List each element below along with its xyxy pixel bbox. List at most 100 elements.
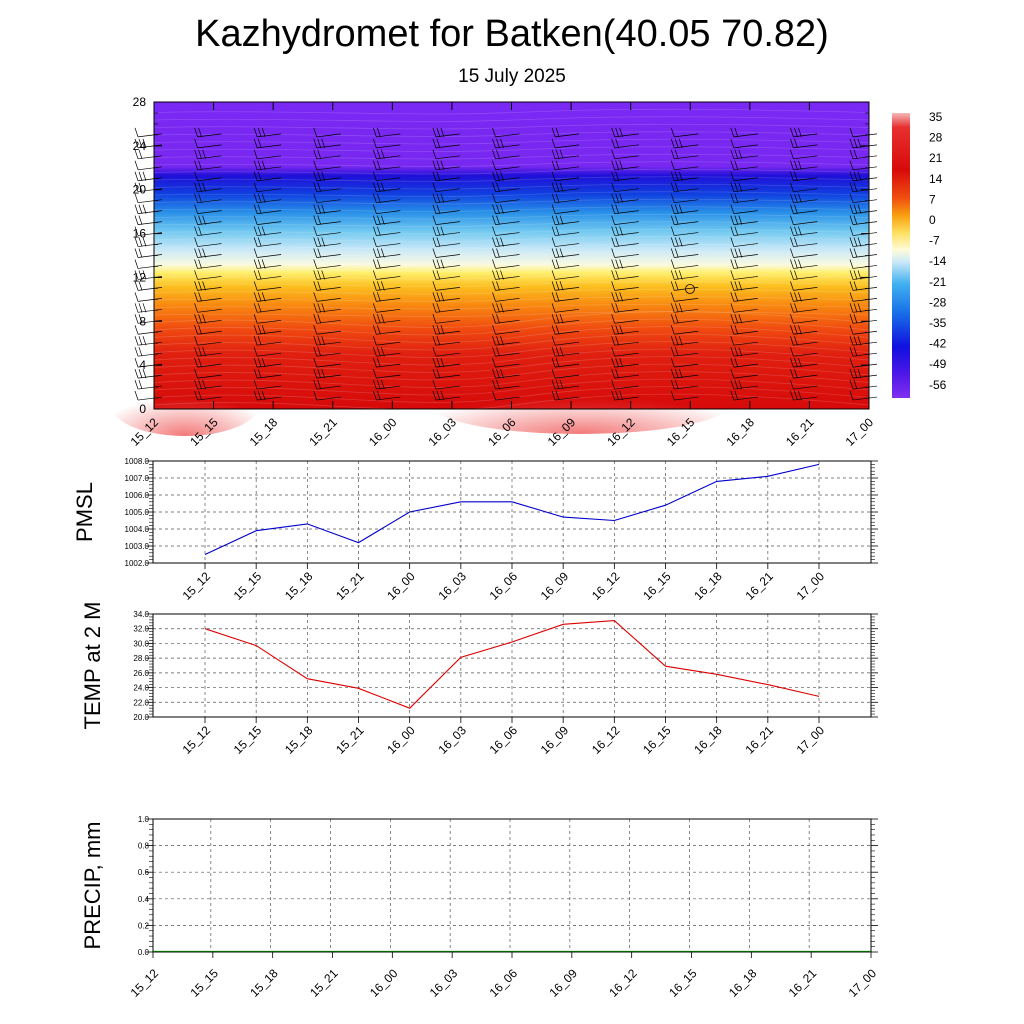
wind-barb-flag <box>432 336 437 346</box>
wind-barb-flag <box>432 138 437 148</box>
wind-barb-shaft <box>495 396 520 401</box>
x-tick-label: 16_21 <box>742 723 776 757</box>
wind-barb-flag <box>853 237 858 247</box>
wind-barb-flag <box>853 149 858 159</box>
wind-barb-flag <box>849 270 854 280</box>
wind-barb-flag <box>373 336 377 346</box>
wind-barb-flag <box>674 149 679 159</box>
wind-barb <box>849 127 878 138</box>
wind-barb <box>134 149 163 160</box>
wind-barb-shaft <box>197 210 222 214</box>
wind-barb-flag <box>551 292 556 302</box>
wind-barb <box>253 325 282 335</box>
wind-barb <box>730 237 758 247</box>
y-tick-label: 32.0 <box>133 625 149 634</box>
wind-barb-flag <box>615 237 619 247</box>
wind-barb <box>790 358 818 368</box>
colorbar-label: -42 <box>929 337 947 351</box>
wind-barb-shaft <box>614 254 639 258</box>
wind-barb <box>670 390 699 401</box>
y-axis-label: PRECIP, mm <box>80 822 105 950</box>
wind-barb <box>551 182 580 193</box>
wind-barb-flag <box>261 193 266 203</box>
wind-barb-flag <box>496 281 500 291</box>
wind-barb-flag <box>253 281 258 291</box>
x-tick-label: 15_12 <box>128 966 162 1000</box>
wind-barb-shaft <box>257 385 282 390</box>
wind-barb-flag <box>853 204 858 214</box>
isotherm-line <box>153 296 870 302</box>
wind-barb-flag <box>849 215 854 225</box>
wind-barb-flag <box>670 270 675 280</box>
wind-barb-flag <box>257 358 262 368</box>
wind-barb <box>551 303 580 313</box>
wind-barb-flag <box>738 248 743 258</box>
wind-barb-flag <box>794 226 798 236</box>
y-tick-label: 34.0 <box>133 610 149 619</box>
wind-barb <box>432 215 460 225</box>
wind-barb-flag <box>551 281 556 291</box>
wind-barb-flag <box>798 127 802 138</box>
wind-barb-flag <box>678 303 683 313</box>
wind-barb-flag <box>857 270 862 280</box>
wind-barb-shaft <box>316 199 341 204</box>
wind-barb <box>492 390 520 401</box>
wind-barb <box>194 270 222 280</box>
wind-barb-flag <box>670 248 675 258</box>
wind-barb-flag <box>313 281 318 291</box>
wind-barb-flag <box>313 336 318 346</box>
x-tick-label: 16_09 <box>538 569 572 603</box>
wind-barb <box>313 127 341 138</box>
wind-barb-flag <box>313 226 318 236</box>
wind-barb <box>373 292 401 302</box>
colorbar-label: 7 <box>929 192 936 206</box>
wind-barb <box>194 336 222 346</box>
isotherm-line <box>153 176 870 182</box>
wind-barb-flag <box>313 171 318 181</box>
wind-barb-flag <box>373 347 377 357</box>
wind-barb <box>373 149 401 160</box>
wind-barb <box>670 248 699 258</box>
wind-barb-flag <box>674 270 679 280</box>
wind-barb-flag <box>373 259 377 269</box>
wind-barb-shaft <box>793 188 818 193</box>
wind-barb-shaft <box>197 243 222 247</box>
wind-barb-flag <box>313 127 318 138</box>
wind-barb-flag <box>321 303 326 313</box>
series-line <box>204 620 820 709</box>
wind-barb <box>253 171 282 182</box>
wind-barb-flag <box>849 237 854 247</box>
wind-barb <box>313 347 341 357</box>
isotherm-line <box>153 108 870 115</box>
wind-barb-flag <box>734 193 739 203</box>
wind-barb-flag <box>432 270 437 280</box>
wind-barb-flag <box>198 193 202 203</box>
wind-barb <box>849 204 878 214</box>
x-tick-label: 15_18 <box>282 569 316 603</box>
wind-barb <box>432 160 460 171</box>
wind-barb <box>730 138 758 149</box>
wind-barb <box>492 160 520 171</box>
wind-barb-flag <box>138 237 143 247</box>
wind-barb-flag <box>432 259 437 269</box>
wind-barb-shaft <box>733 374 758 379</box>
wind-barb <box>611 204 639 214</box>
wind-barb <box>194 149 222 160</box>
wind-barb-shaft <box>793 254 818 258</box>
wind-barb-flag <box>551 325 556 335</box>
wind-barb <box>790 281 818 291</box>
wind-barb-flag <box>440 358 445 368</box>
wind-barb-flag <box>730 325 735 335</box>
wind-barb-flag <box>198 127 202 138</box>
wind-barb-flag <box>257 171 262 181</box>
wind-barb <box>611 160 639 171</box>
wind-barb-flag <box>198 358 202 368</box>
wind-barb-flag <box>619 127 623 138</box>
wind-barb-flag <box>849 368 854 379</box>
wind-barb-flag <box>555 248 560 258</box>
wind-barb-shaft <box>733 308 758 313</box>
wind-barb-shaft <box>555 177 580 182</box>
wind-barb <box>373 237 401 247</box>
wind-barb <box>849 248 878 258</box>
wind-barb-flag <box>194 292 198 302</box>
